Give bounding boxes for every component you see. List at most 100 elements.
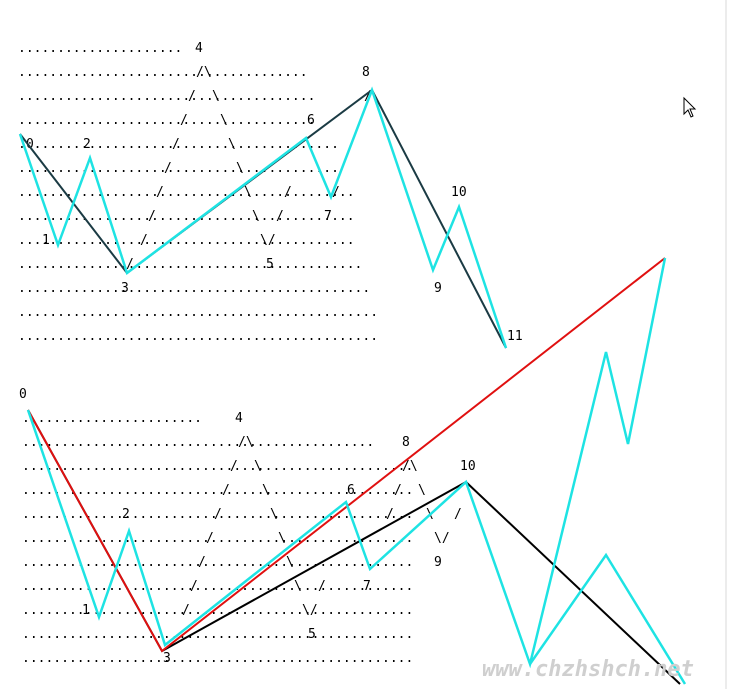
top-point-labels: 0 1 2 3 4 5 6 7 8 9 10 11 <box>26 41 523 344</box>
point-label: 0 <box>26 137 34 152</box>
bottom-red-trend-line <box>27 257 666 653</box>
point-label: 9 <box>434 281 442 296</box>
dot-row: ........................................… <box>22 627 413 642</box>
dot-row: ........................................… <box>18 257 362 272</box>
dot-row: ........................................… <box>18 161 339 176</box>
point-label: 3 <box>121 281 129 296</box>
svg-text:\/: \/ <box>302 603 318 618</box>
dot-row: ........................................… <box>22 579 413 594</box>
dot-row: ...................................... <box>18 89 315 104</box>
bottom-ascii-wave: /\ / \ / \ / \ / \ / \ / \ / \/ / /\ / \ / \ \/ / <box>182 435 462 618</box>
svg-text:/: / <box>276 209 284 224</box>
svg-text:\: \ <box>244 185 252 200</box>
dot-row: ........................................… <box>22 651 413 666</box>
dot-row: ........................................… <box>22 507 413 522</box>
svg-text:/: / <box>394 483 402 498</box>
point-label: 11 <box>507 329 523 344</box>
svg-text:\: \ <box>294 579 302 594</box>
svg-text:\: \ <box>220 113 228 128</box>
svg-text:\: \ <box>286 555 294 570</box>
svg-text:/: / <box>172 137 180 152</box>
point-label: 2 <box>83 137 91 152</box>
dot-row: ........................................… <box>22 435 374 450</box>
svg-text:/\: /\ <box>402 459 418 474</box>
svg-text:/: / <box>164 161 172 176</box>
mouse-pointer-icon <box>683 96 697 118</box>
point-label: 8 <box>362 65 370 80</box>
point-label: 1 <box>82 603 90 618</box>
dot-row: ........................................… <box>18 209 355 224</box>
svg-text:/: / <box>140 233 148 248</box>
top-diagram: ..................... ..................… <box>18 41 523 349</box>
dot-row: ........................................… <box>18 137 339 152</box>
svg-text:/: / <box>188 89 196 104</box>
point-label: 6 <box>347 483 355 498</box>
svg-text:/: / <box>182 603 190 618</box>
point-label: 3 <box>163 651 171 666</box>
svg-text:\: \ <box>228 137 236 152</box>
svg-text:\: \ <box>254 459 262 474</box>
svg-text:\: \ <box>212 89 220 104</box>
svg-text:/: / <box>206 531 214 546</box>
bottom-point-labels: 0 1 2 3 4 5 6 7 8 9 10 <box>19 387 476 666</box>
dot-row: ........................................… <box>22 531 413 546</box>
svg-text:\/: \/ <box>260 233 276 248</box>
point-label: 6 <box>307 113 315 128</box>
svg-text:/: / <box>190 579 198 594</box>
svg-text:/: / <box>284 185 292 200</box>
point-label: 0 <box>19 387 27 402</box>
dot-row: ........................................… <box>22 603 413 618</box>
top-dot-grid: ..................... ..................… <box>18 41 378 344</box>
dot-row: ........................................… <box>18 233 355 248</box>
svg-text:/\: /\ <box>238 435 254 450</box>
point-label: 5 <box>308 627 316 642</box>
svg-text:\: \ <box>262 483 270 498</box>
point-label: 10 <box>451 185 467 200</box>
svg-text:\/: \/ <box>434 531 450 546</box>
point-label: 9 <box>434 555 442 570</box>
dot-row: ........................................… <box>18 329 378 344</box>
svg-text:/: / <box>126 257 134 272</box>
dot-row: ..................... <box>18 41 182 56</box>
svg-text:/: / <box>386 507 394 522</box>
svg-text:/: / <box>148 209 156 224</box>
svg-text:\: \ <box>278 531 286 546</box>
point-label: 10 <box>460 459 476 474</box>
svg-text:\: \ <box>270 507 278 522</box>
bottom-wave-line <box>26 257 667 669</box>
point-label: 8 <box>402 435 410 450</box>
top-wave-line <box>18 86 508 349</box>
point-label: 7 <box>324 209 332 224</box>
svg-text:/: / <box>332 185 340 200</box>
svg-text:/: / <box>230 459 238 474</box>
dot-row: ..................................... <box>18 65 308 80</box>
svg-text:/: / <box>198 555 206 570</box>
dot-row: ....................... <box>22 411 202 426</box>
watermark-text: www.chzhshch.net <box>482 657 694 682</box>
dot-row: ........................................… <box>18 305 378 320</box>
svg-text:/: / <box>214 507 222 522</box>
top-ascii-wave: /\ / \ / \ / \ / \ / \ / \ / \/ // / / / <box>126 65 372 272</box>
point-label: 4 <box>235 411 243 426</box>
svg-text:/: / <box>222 483 230 498</box>
bottom-dot-grid: ....................... ................… <box>22 411 413 666</box>
dot-row: ........................................… <box>22 483 413 498</box>
svg-text:/\: /\ <box>196 65 212 80</box>
bottom-diagram: ....................... ................… <box>19 257 687 685</box>
svg-text:/: / <box>156 185 164 200</box>
svg-text:/: / <box>364 89 372 104</box>
svg-text:/: / <box>454 507 462 522</box>
point-label: 5 <box>266 257 274 272</box>
dot-row: ...................................... <box>18 113 315 128</box>
dot-row: ........................................… <box>18 281 370 296</box>
svg-text:\: \ <box>418 483 426 498</box>
svg-text:\: \ <box>236 161 244 176</box>
dot-row: ........................................… <box>22 459 413 474</box>
svg-text:\: \ <box>252 209 260 224</box>
bottom-wave-extension <box>528 552 687 685</box>
point-label: 2 <box>122 507 130 522</box>
point-label: 1 <box>42 233 50 248</box>
point-label: 7 <box>363 579 371 594</box>
